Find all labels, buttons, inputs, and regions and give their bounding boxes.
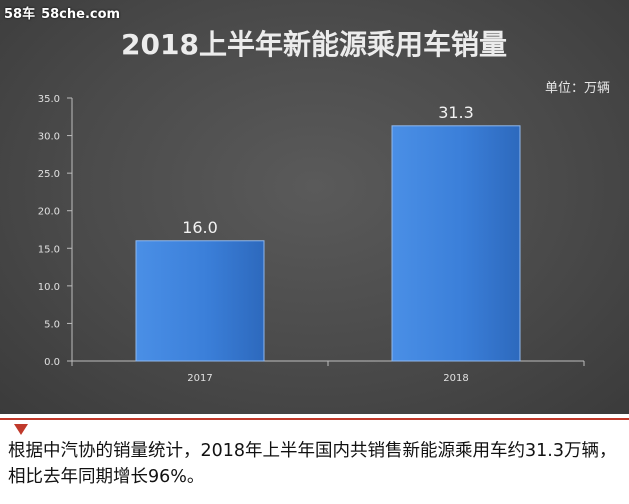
- y-tick-label: 5.0: [44, 319, 60, 330]
- y-tick-label: 10.0: [38, 282, 60, 293]
- watermark-site: 58che.com: [41, 7, 121, 22]
- caption-text: 根据中汽协的销量统计，2018年上半年国内共销售新能源乘用车约31.3万辆，相比…: [8, 441, 617, 487]
- triangle-marker-icon: [14, 424, 28, 435]
- x-tick-label: 2017: [187, 373, 212, 384]
- watermark-brand: 58车: [4, 7, 36, 22]
- y-tick-label: 0.0: [44, 357, 60, 368]
- bar-chart: 2018上半年新能源乘用车销量 单位：万辆 0.0 5.0 10.0 15.0 20.0…: [38, 28, 610, 384]
- y-tick-label: 25.0: [38, 169, 60, 180]
- y-tick-label: 35.0: [38, 94, 60, 105]
- bar-2017: [135, 240, 265, 362]
- bar-2018: [391, 125, 521, 362]
- chart-panel: 2018上半年新能源乘用车销量 单位：万辆 0.0 5.0 10.0 15.0 20.0…: [0, 0, 629, 414]
- bar-value-label: 31.3: [438, 103, 474, 122]
- y-tick-label: 15.0: [38, 244, 60, 255]
- bars: 16.0 31.3: [135, 103, 521, 362]
- x-axis: 2017 2018: [71, 360, 585, 384]
- y-tick-label: 30.0: [38, 132, 60, 143]
- y-tick-label: 20.0: [38, 207, 60, 218]
- x-tick-label: 2018: [443, 373, 468, 384]
- bar-value-label: 16.0: [182, 218, 218, 237]
- divider-line: [0, 418, 629, 420]
- unit-label: 单位：万辆: [545, 81, 610, 96]
- y-axis: 0.0 5.0 10.0 15.0 20.0 25.0 30.0 35.0: [38, 94, 73, 368]
- chart-title: 2018上半年新能源乘用车销量: [121, 28, 507, 61]
- watermark: 58车 58che.com: [4, 3, 120, 22]
